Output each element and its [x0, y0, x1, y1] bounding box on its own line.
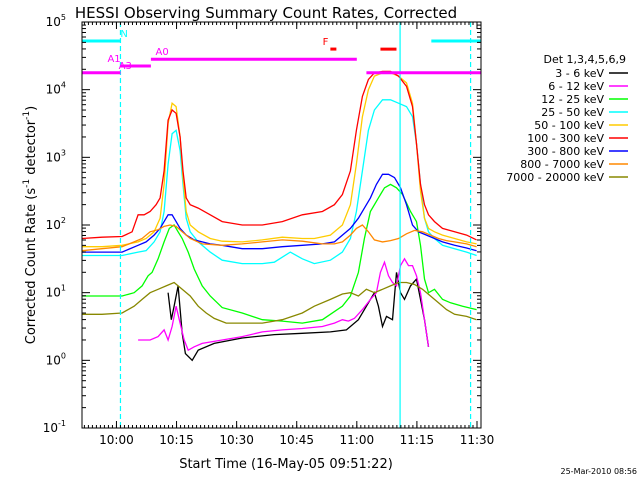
legend-label-7: 800 - 7000 keV	[520, 158, 604, 171]
x-tick-label-1: 10:15	[159, 433, 194, 447]
attenuator-label-2: A0	[156, 47, 169, 58]
series-line-7	[81, 224, 477, 252]
attenuator-label-0: N	[120, 29, 127, 40]
y-tick-label-1: 100	[46, 351, 66, 367]
legend-label-8: 7000 - 20000 keV	[506, 171, 604, 184]
legend-label-4: 50 - 100 keV	[534, 119, 604, 132]
x-tick-label-3: 10:45	[279, 433, 314, 447]
x-tick-label-2: 10:30	[219, 433, 254, 447]
attenuator-label-4: F	[323, 37, 329, 48]
series-line-0	[167, 272, 430, 362]
y-tick-label-3: 102	[46, 216, 66, 232]
series-line-2	[82, 183, 477, 324]
x-axis-label: Start Time (16-May-05 09:51:22)	[179, 457, 393, 472]
legend-label-5: 100 - 300 keV	[527, 132, 604, 145]
attenuator-bars: N A1 A0 A3 F	[82, 22, 481, 428]
x-tick-label-0: 10:00	[99, 433, 134, 447]
footer-date: 25-Mar-2010 08:56	[561, 467, 638, 476]
y-tick-label-5: 104	[46, 81, 66, 97]
axes: 10:00 10:15 10:30 10:45 11:00 11:15 11:30 10-1 1…	[43, 13, 495, 447]
x-tick-label-4: 11:00	[340, 433, 375, 447]
legend-label-3: 25 - 50 keV	[541, 106, 604, 119]
plot-frame	[81, 21, 482, 429]
legend-label-2: 12 - 25 keV	[541, 93, 604, 106]
attenuator-label-3: A3	[119, 61, 132, 72]
x-tick-label-5: 11:15	[400, 433, 435, 447]
legend-label-0: 3 - 6 keV	[555, 67, 604, 80]
series-line-4	[82, 72, 477, 248]
y-tick-label-4: 103	[46, 148, 66, 164]
x-tick-label-6: 11:30	[460, 433, 495, 447]
series-line-1	[138, 257, 430, 352]
attenuator-label-1: A1	[107, 54, 120, 65]
legend-title: Det 1,3,4,5,6,9	[543, 53, 626, 66]
y-tick-label-2: 101	[46, 284, 66, 300]
series-lines	[81, 70, 477, 362]
y-axis-label: Corrected Count Rate (s-1 detector-1)	[22, 106, 39, 344]
legend-label-1: 6 - 12 keV	[548, 80, 604, 93]
chart-title: HESSI Observing Summary Count Rates, Cor…	[75, 4, 457, 22]
legend-label-6: 300 - 800 keV	[527, 145, 604, 158]
series-line-5	[81, 70, 477, 241]
y-tick-label-0: 10-1	[43, 419, 66, 435]
y-tick-label-6: 105	[46, 13, 66, 29]
series-line-8	[82, 281, 477, 324]
